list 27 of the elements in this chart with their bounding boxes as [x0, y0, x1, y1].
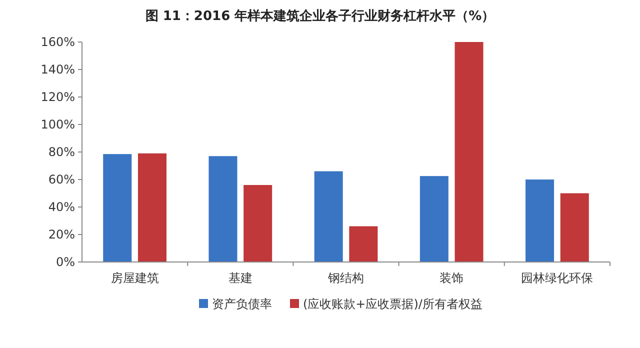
x-tick-label: 钢结构: [327, 271, 364, 285]
bar: [208, 156, 238, 262]
chart-title: 图 11：2016 年样本建筑企业各子行业财务杠杆水平（%）: [145, 9, 495, 24]
x-tick-label: 基建: [228, 271, 252, 285]
y-tick-label: 40%: [48, 200, 75, 214]
y-tick-label: 160%: [40, 35, 75, 50]
bar: [560, 193, 589, 262]
y-tick-label: 60%: [48, 172, 75, 187]
y-tick-label: 120%: [40, 90, 75, 104]
bar: [454, 42, 484, 262]
y-tick-label: 100%: [40, 118, 75, 132]
x-tick-label: 装饰: [440, 271, 464, 285]
bar: [349, 226, 378, 262]
bar: [103, 154, 132, 262]
x-tick-label: 园林绿化环保: [521, 271, 594, 285]
bar: [244, 185, 272, 262]
legend-label: 资产负债率: [212, 297, 272, 312]
legend-label: (应收账款+应收票据)/所有者权益: [303, 297, 482, 312]
y-tick-label: 20%: [48, 228, 75, 242]
x-tick-label: 房屋建筑: [110, 271, 159, 285]
bar: [138, 153, 166, 262]
bar: [420, 176, 448, 262]
y-tick-label: 140%: [40, 62, 75, 77]
y-tick-label: 80%: [48, 145, 75, 160]
bar: [314, 171, 343, 262]
y-tick-label: 0%: [56, 255, 75, 270]
bar: [526, 180, 554, 262]
